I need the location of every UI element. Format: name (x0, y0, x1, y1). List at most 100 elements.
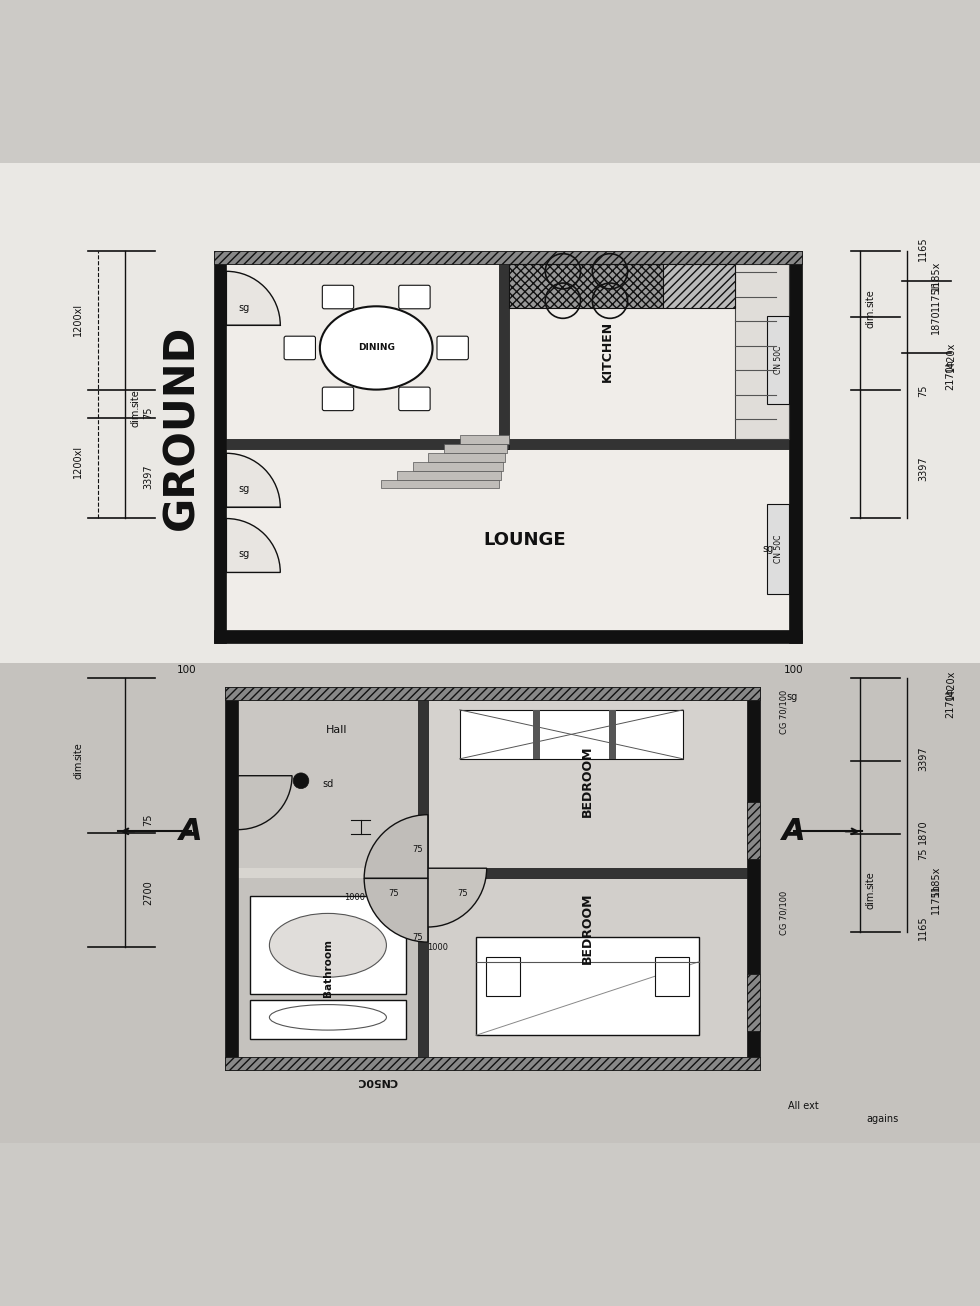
Text: 75: 75 (388, 888, 399, 897)
Bar (417, 700, 428, 1057)
Bar (485, 957, 519, 996)
Circle shape (293, 773, 309, 789)
Text: BEDROOM: BEDROOM (581, 744, 594, 816)
Wedge shape (226, 518, 280, 572)
Bar (662, 264, 735, 308)
Text: dim.: dim. (865, 306, 875, 328)
Text: sg: sg (762, 543, 774, 554)
Bar (428, 879, 747, 1057)
Bar (747, 802, 760, 859)
FancyBboxPatch shape (437, 336, 468, 359)
Text: sg: sg (238, 485, 249, 494)
Bar (381, 479, 499, 488)
Text: CN 50C: CN 50C (773, 534, 783, 563)
Bar (225, 687, 760, 700)
Text: 75: 75 (143, 406, 153, 419)
Bar (413, 462, 503, 470)
Text: A: A (179, 816, 203, 846)
Bar (460, 710, 683, 759)
Bar (225, 687, 238, 1070)
Bar (428, 868, 747, 879)
FancyBboxPatch shape (322, 387, 354, 410)
Text: 1165: 1165 (918, 916, 928, 940)
Text: CG 70/100: CG 70/100 (779, 891, 789, 935)
Text: dim.: dim. (865, 887, 875, 909)
Text: 75: 75 (143, 814, 153, 825)
Bar (214, 251, 226, 643)
Text: 75: 75 (413, 932, 423, 942)
Text: GROUND: GROUND (161, 325, 202, 530)
Text: CG 70/100: CG 70/100 (779, 690, 789, 734)
Text: LOUNGE: LOUNGE (483, 530, 565, 549)
Bar (610, 710, 615, 759)
FancyBboxPatch shape (284, 336, 316, 359)
Text: sg: sg (238, 550, 249, 559)
Bar (214, 251, 802, 264)
Bar (250, 896, 406, 994)
Bar (225, 687, 760, 700)
Text: 100: 100 (784, 665, 804, 675)
Text: 75: 75 (457, 888, 467, 897)
Text: 1185x: 1185x (931, 865, 941, 896)
Bar (533, 710, 540, 759)
Bar (226, 439, 789, 449)
Text: 1175h: 1175h (931, 883, 941, 913)
Text: 1420x: 1420x (946, 342, 955, 372)
Bar (397, 470, 501, 479)
Bar (238, 700, 417, 868)
Bar (767, 316, 789, 404)
Bar (444, 444, 507, 453)
Bar (735, 264, 789, 439)
Text: agains: agains (866, 1114, 898, 1123)
Bar (238, 879, 417, 1057)
Text: DINING: DINING (358, 343, 395, 353)
Text: 75: 75 (918, 848, 928, 861)
Text: 100: 100 (176, 665, 196, 675)
Text: 1200xl: 1200xl (74, 303, 83, 337)
Text: site: site (74, 742, 83, 760)
Bar (499, 264, 509, 449)
Text: 2170h: 2170h (946, 687, 955, 717)
Bar (214, 631, 802, 643)
Text: 2170h: 2170h (946, 359, 955, 390)
Text: 1870: 1870 (918, 819, 928, 844)
Bar (475, 938, 699, 1036)
Text: 3397: 3397 (918, 457, 928, 481)
Text: 1175h: 1175h (931, 279, 941, 311)
Bar (0, 163, 980, 663)
Wedge shape (428, 868, 487, 927)
Text: 2700: 2700 (143, 880, 153, 905)
Text: 75: 75 (413, 845, 423, 854)
Wedge shape (365, 879, 428, 942)
Text: dim.: dim. (130, 405, 140, 427)
Text: dim.: dim. (74, 757, 83, 780)
Wedge shape (226, 453, 280, 507)
Bar (460, 435, 509, 444)
Text: sd: sd (322, 780, 333, 789)
Bar (789, 251, 802, 643)
Text: 1000: 1000 (427, 943, 448, 952)
Text: 1200xl: 1200xl (74, 445, 83, 478)
Text: CN50C: CN50C (357, 1076, 398, 1087)
Wedge shape (238, 776, 292, 829)
Wedge shape (226, 272, 280, 325)
Bar (428, 700, 747, 868)
Bar (767, 504, 789, 594)
Bar (747, 687, 760, 1070)
Text: sg: sg (238, 303, 249, 312)
Bar (238, 700, 747, 1057)
Bar (428, 453, 505, 462)
Text: 3397: 3397 (143, 465, 153, 488)
Bar (509, 264, 662, 308)
Bar (655, 957, 689, 996)
FancyBboxPatch shape (322, 285, 354, 308)
Ellipse shape (270, 1004, 386, 1030)
Text: site: site (130, 389, 140, 407)
Text: 75: 75 (918, 384, 928, 397)
Bar (214, 251, 802, 264)
Text: BEDROOM: BEDROOM (581, 892, 594, 964)
Text: Bathroom: Bathroom (322, 939, 333, 996)
FancyBboxPatch shape (399, 387, 430, 410)
Text: 1000: 1000 (344, 893, 365, 902)
Text: KITCHEN: KITCHEN (601, 321, 613, 383)
